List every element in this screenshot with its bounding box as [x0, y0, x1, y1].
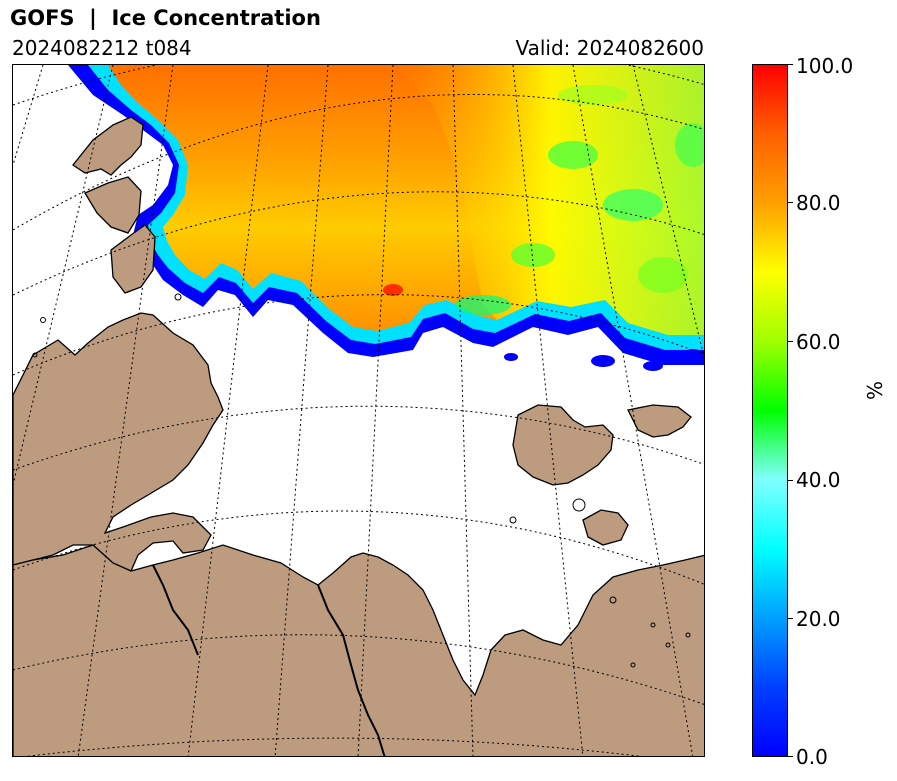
- colorbar-tick-label: 100.0: [796, 54, 854, 78]
- colorbar-unit-label: %: [863, 380, 887, 400]
- colorbar-tick-label: 60.0: [796, 330, 841, 354]
- colorbar-tick: [788, 480, 793, 481]
- ice-concentration-map[interactable]: [12, 64, 705, 757]
- colorbar-tick-label: 80.0: [796, 191, 841, 215]
- russian-mainland: [13, 544, 704, 756]
- franz-josef-island: [627, 404, 692, 438]
- sea-ice-field: [68, 65, 704, 371]
- colorbar-tick: [788, 202, 793, 203]
- forecast-run-label: 2024082212 t084: [12, 36, 192, 60]
- colorbar-tick-label: 0.0: [796, 745, 828, 769]
- bear-island-land: [110, 224, 156, 294]
- colorbar-tick: [788, 341, 793, 342]
- graticule: [13, 65, 704, 756]
- valid-time-label: Valid: 2024082600: [515, 36, 704, 60]
- colorbar-tick: [788, 756, 793, 757]
- vaygach-island: [582, 509, 629, 546]
- map-title: GOFS | Ice Concentration: [10, 6, 321, 30]
- coastal-islets: [32, 293, 691, 668]
- scandinavia-kola-land: [13, 312, 224, 572]
- colorbar-tick-label: 20.0: [796, 607, 841, 631]
- rivers: [152, 564, 386, 756]
- novaya-zemlya-north: [512, 404, 614, 486]
- svalbard-south-island: [84, 176, 142, 234]
- colorbar: [752, 64, 788, 757]
- colorbar-tick: [788, 64, 793, 65]
- land-masses: [13, 116, 704, 756]
- colorbar-tick: [788, 618, 793, 619]
- svalbard-island: [72, 116, 144, 176]
- colorbar-tick-label: 40.0: [796, 468, 841, 492]
